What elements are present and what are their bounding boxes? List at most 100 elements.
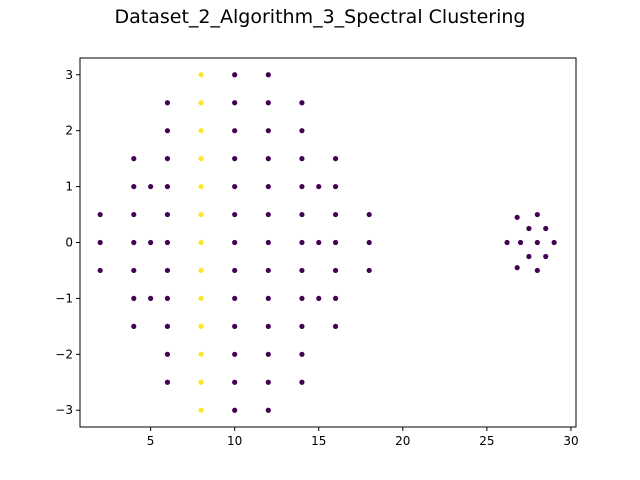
data-point-cluster-0 bbox=[316, 295, 322, 302]
y-tick-label: 3 bbox=[65, 68, 73, 82]
data-point-cluster-0 bbox=[332, 183, 339, 190]
data-point-cluster-0 bbox=[543, 225, 549, 232]
data-point-cluster-0 bbox=[265, 351, 271, 357]
data-point-cluster-0 bbox=[265, 100, 271, 106]
data-point-cluster-0 bbox=[332, 267, 339, 274]
data-point-cluster-0 bbox=[332, 295, 339, 302]
data-point-cluster-0 bbox=[265, 379, 271, 385]
data-point-cluster-0 bbox=[131, 211, 137, 218]
x-tick-label: 5 bbox=[147, 434, 155, 448]
ticks-layer: 5 10 15 20 25 30 −3 −2 −1 0 1 2 3 bbox=[55, 68, 578, 448]
data-point-cluster-0 bbox=[299, 211, 305, 218]
data-point-cluster-0 bbox=[131, 239, 137, 246]
data-point-cluster-0 bbox=[131, 183, 137, 190]
data-point-cluster-1 bbox=[198, 267, 204, 274]
data-point-cluster-0 bbox=[164, 267, 171, 274]
x-tick-label: 25 bbox=[479, 434, 494, 448]
data-point-cluster-1 bbox=[198, 211, 204, 218]
data-point-cluster-0 bbox=[332, 239, 339, 246]
data-point-cluster-1 bbox=[198, 295, 204, 302]
data-point-cluster-0 bbox=[97, 211, 103, 218]
data-point-cluster-1 bbox=[198, 100, 204, 106]
data-point-cluster-0 bbox=[164, 128, 171, 134]
data-point-cluster-0 bbox=[164, 100, 171, 106]
data-point-cluster-0 bbox=[148, 295, 154, 302]
y-tick-label: 1 bbox=[65, 180, 73, 194]
data-point-cluster-0 bbox=[265, 267, 271, 274]
data-point-cluster-0 bbox=[526, 253, 532, 260]
data-point-cluster-0 bbox=[131, 156, 137, 162]
data-point-cluster-0 bbox=[164, 211, 171, 218]
chart-title: Dataset_2_Algorithm_3_Spectral Clusterin… bbox=[114, 6, 526, 28]
data-point-cluster-0 bbox=[299, 267, 305, 274]
y-tick-label: 0 bbox=[65, 236, 73, 250]
data-point-cluster-0 bbox=[131, 323, 137, 329]
y-tick-label: 2 bbox=[65, 124, 73, 138]
data-point-cluster-0 bbox=[265, 128, 271, 134]
data-point-cluster-0 bbox=[299, 183, 305, 190]
data-point-cluster-0 bbox=[97, 239, 103, 246]
data-point-cluster-0 bbox=[232, 211, 238, 218]
data-point-cluster-0 bbox=[232, 267, 238, 274]
data-point-cluster-1 bbox=[198, 323, 204, 329]
data-point-cluster-0 bbox=[514, 265, 520, 271]
y-tick-label: −3 bbox=[55, 403, 73, 417]
data-point-cluster-0 bbox=[332, 211, 339, 218]
data-point-cluster-0 bbox=[534, 211, 540, 218]
axes-frame bbox=[79, 57, 577, 428]
data-point-cluster-0 bbox=[164, 351, 171, 357]
data-point-cluster-0 bbox=[543, 253, 549, 260]
data-point-cluster-1 bbox=[198, 239, 204, 246]
data-point-cluster-0 bbox=[232, 407, 238, 413]
data-point-cluster-0 bbox=[164, 156, 171, 162]
data-point-cluster-0 bbox=[316, 239, 322, 246]
data-point-cluster-0 bbox=[164, 183, 171, 190]
data-point-cluster-0 bbox=[366, 211, 372, 218]
data-point-cluster-0 bbox=[232, 351, 238, 357]
data-point-cluster-0 bbox=[316, 183, 322, 190]
data-point-cluster-0 bbox=[299, 323, 305, 329]
x-tick-label: 20 bbox=[395, 434, 410, 448]
y-tick-label: −1 bbox=[55, 291, 73, 305]
data-point-cluster-0 bbox=[366, 239, 372, 246]
data-point-cluster-0 bbox=[299, 156, 305, 162]
data-point-cluster-0 bbox=[232, 100, 238, 106]
data-point-cluster-1 bbox=[198, 128, 204, 134]
data-point-cluster-0 bbox=[299, 239, 305, 246]
data-point-cluster-0 bbox=[265, 72, 271, 78]
data-point-cluster-0 bbox=[232, 183, 238, 190]
points-layer bbox=[97, 72, 557, 413]
data-point-cluster-0 bbox=[299, 351, 305, 357]
data-point-cluster-0 bbox=[265, 407, 271, 413]
data-point-cluster-0 bbox=[232, 295, 238, 302]
data-point-cluster-1 bbox=[198, 407, 204, 413]
data-point-cluster-0 bbox=[97, 267, 103, 274]
data-point-cluster-1 bbox=[198, 156, 204, 162]
data-point-cluster-0 bbox=[131, 267, 137, 274]
data-point-cluster-0 bbox=[232, 128, 238, 134]
data-point-cluster-0 bbox=[232, 72, 238, 78]
data-point-cluster-0 bbox=[265, 183, 271, 190]
data-point-cluster-0 bbox=[131, 295, 137, 302]
data-point-cluster-0 bbox=[299, 128, 305, 134]
data-point-cluster-0 bbox=[265, 295, 271, 302]
data-point-cluster-0 bbox=[164, 239, 171, 246]
data-point-cluster-0 bbox=[164, 379, 171, 385]
data-point-cluster-1 bbox=[198, 351, 204, 357]
data-point-cluster-0 bbox=[232, 239, 238, 246]
data-point-cluster-0 bbox=[148, 239, 154, 246]
data-point-cluster-0 bbox=[299, 295, 305, 302]
data-point-cluster-0 bbox=[299, 379, 305, 385]
data-point-cluster-0 bbox=[551, 239, 557, 246]
data-point-cluster-0 bbox=[265, 239, 271, 246]
data-point-cluster-0 bbox=[526, 225, 532, 232]
data-point-cluster-1 bbox=[198, 72, 204, 78]
data-point-cluster-1 bbox=[198, 379, 204, 385]
x-tick-label: 15 bbox=[311, 434, 326, 448]
data-point-cluster-0 bbox=[232, 379, 238, 385]
data-point-cluster-0 bbox=[232, 323, 238, 329]
data-point-cluster-0 bbox=[265, 211, 271, 218]
x-tick-label: 30 bbox=[563, 434, 578, 448]
data-point-cluster-0 bbox=[148, 183, 154, 190]
x-tick-label: 10 bbox=[227, 434, 242, 448]
